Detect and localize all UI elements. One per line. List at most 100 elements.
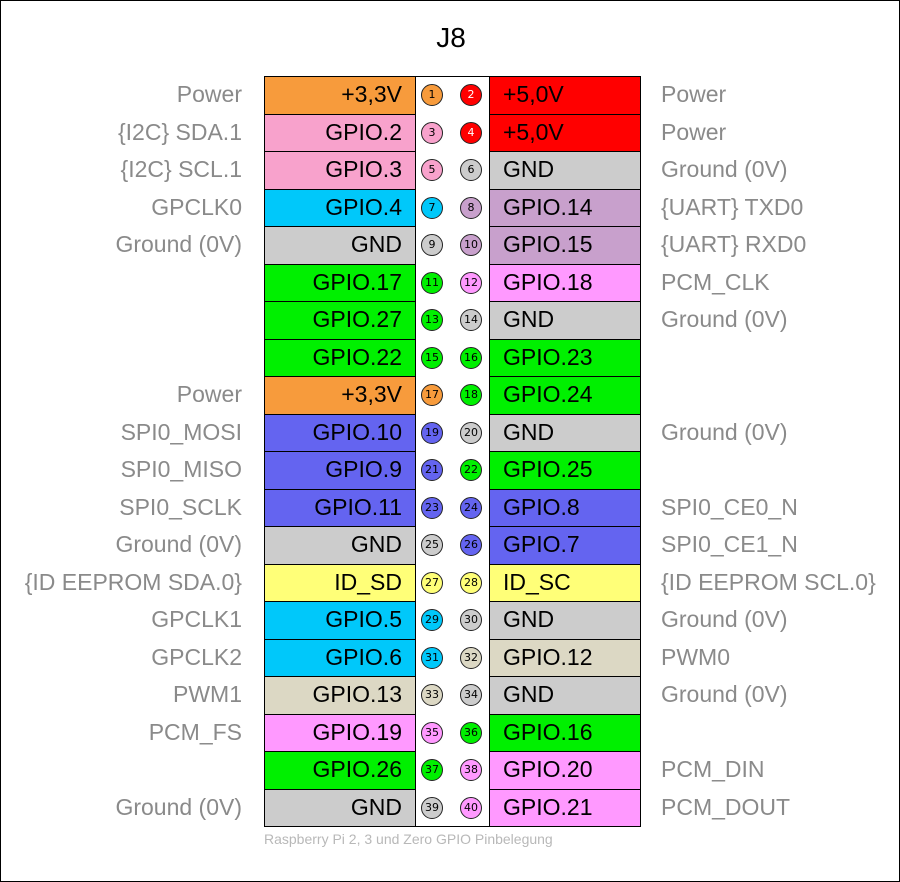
pin-number-even: 36 [460, 721, 482, 744]
row-divider [489, 226, 641, 227]
row-divider [264, 526, 415, 527]
right-pin-function: {UART} TXD0 [661, 193, 804, 220]
pin-number-odd: 11 [421, 271, 443, 294]
right-pin-label: GPIO.7 [489, 526, 640, 564]
row-divider [264, 451, 415, 452]
pin-row: SPI0_SCLK GPIO.11 23 24 GPIO.8 SPI0_CE0_N [1, 488, 899, 526]
pin-number-odd: 31 [421, 646, 443, 669]
right-pin-function: PCM_DIN [661, 756, 765, 782]
left-pin-label: GPIO.5 [264, 601, 415, 639]
row-divider [264, 114, 415, 115]
right-pin-function: Power [661, 118, 727, 145]
pin-number-even: 32 [460, 646, 482, 669]
pin-number-even: 6 [460, 159, 482, 181]
pin-number-odd: 7 [421, 196, 443, 219]
row-divider [489, 714, 641, 715]
right-pin-label: GND [489, 601, 640, 639]
right-pin-function: {UART} RXD0 [661, 231, 807, 257]
pin-number-even: 10 [460, 234, 482, 256]
pin-row: PCM_FS GPIO.19 35 36 GPIO.16 [1, 713, 899, 751]
pin-number-odd: 37 [421, 759, 443, 781]
left-pin-function: {I2C} SDA.1 [117, 118, 242, 145]
pin-number-odd: 23 [421, 496, 443, 519]
row-divider [264, 751, 415, 752]
header-title: J8 [436, 22, 466, 53]
pin-row: {I2C} SDA.1 GPIO.2 3 4 +5,0V Power [1, 113, 899, 151]
right-pin-label: GPIO.20 [489, 751, 640, 789]
pin-row: Ground (0V) GND 39 40 GPIO.21 PCM_DOUT [1, 788, 899, 826]
pin-number-even: 22 [460, 459, 482, 481]
left-pin-label: GPIO.27 [264, 301, 415, 339]
row-divider [264, 339, 415, 340]
right-pin-label: GPIO.8 [489, 488, 640, 526]
right-pin-function: PWM0 [661, 643, 730, 670]
pin-number-odd: 3 [421, 121, 443, 144]
left-pin-function: SPI0_MISO [120, 456, 242, 482]
row-divider [489, 676, 641, 677]
row-divider [489, 339, 641, 340]
left-pin-label: +3,3V [264, 376, 415, 414]
pin-number-even: 20 [460, 421, 482, 444]
row-divider [264, 414, 415, 415]
row-divider [489, 114, 641, 115]
column-divider [415, 76, 416, 827]
left-pin-label: +3,3V [264, 76, 415, 114]
right-pin-label: GPIO.23 [489, 338, 640, 376]
row-divider [264, 264, 415, 265]
row-divider [489, 301, 641, 302]
left-pin-function: {I2C} SCL.1 [120, 156, 242, 182]
left-pin-function: PWM1 [173, 681, 242, 707]
right-pin-label: GPIO.14 [489, 188, 640, 226]
pin-number-odd: 15 [421, 346, 443, 369]
row-divider [489, 414, 641, 415]
pin-number-odd: 33 [421, 684, 443, 706]
pin-number-even: 16 [460, 346, 482, 369]
pin-number-even: 34 [460, 684, 482, 706]
row-divider [489, 564, 641, 565]
pin-number-even: 12 [460, 271, 482, 294]
right-pin-label: GND [489, 301, 640, 339]
pin-row: SPI0_MOSI GPIO.10 19 20 GND Ground (0V) [1, 413, 899, 451]
right-pin-function: Ground (0V) [661, 156, 788, 182]
left-pin-label: GND [264, 788, 415, 826]
row-divider [264, 676, 415, 677]
right-pin-label: +5,0V [489, 113, 640, 151]
pin-row: GPCLK1 GPIO.5 29 30 GND Ground (0V) [1, 601, 899, 639]
pin-number-even: 38 [460, 759, 482, 781]
row-divider [489, 601, 641, 602]
row-divider [489, 376, 641, 377]
right-pin-function: PCM_CLK [661, 268, 770, 295]
left-pin-function: SPI0_SCLK [119, 493, 242, 520]
right-pin-function: Ground (0V) [661, 418, 788, 445]
row-divider [489, 526, 641, 527]
pin-number-even: 14 [460, 309, 482, 331]
left-pin-function: GPCLK2 [151, 643, 242, 670]
pin-number-odd: 39 [421, 796, 443, 819]
row-divider [489, 151, 641, 152]
row-divider [264, 376, 415, 377]
pin-row: GPIO.22 15 16 GPIO.23 [1, 338, 899, 376]
left-pin-function: GPCLK0 [151, 193, 242, 220]
right-pin-label: GND [489, 151, 640, 189]
right-pin-label: GPIO.25 [489, 451, 640, 489]
right-pin-label: +5,0V [489, 76, 640, 114]
pin-number-even: 30 [460, 609, 482, 631]
right-pin-label: ID_SC [489, 563, 640, 601]
right-pin-function: {ID EEPROM SCL.0} [661, 568, 876, 595]
right-pin-function: Ground (0V) [661, 681, 788, 707]
row-divider [489, 751, 641, 752]
left-pin-function: Ground (0V) [115, 531, 242, 557]
left-pin-function: Ground (0V) [115, 793, 242, 820]
row-divider [489, 639, 641, 640]
left-pin-label: GPIO.19 [264, 713, 415, 751]
row-divider [264, 601, 415, 602]
pin-row: SPI0_MISO GPIO.9 21 22 GPIO.25 [1, 451, 899, 489]
row-divider [489, 451, 641, 452]
pin-number-even: 18 [460, 384, 482, 406]
left-pin-label: GPIO.4 [264, 188, 415, 226]
pin-number-odd: 19 [421, 421, 443, 444]
pin-row: Ground (0V) GND 25 26 GPIO.7 SPI0_CE1_N [1, 526, 899, 564]
pin-number-odd: 35 [421, 721, 443, 744]
pin-number-odd: 29 [421, 609, 443, 631]
